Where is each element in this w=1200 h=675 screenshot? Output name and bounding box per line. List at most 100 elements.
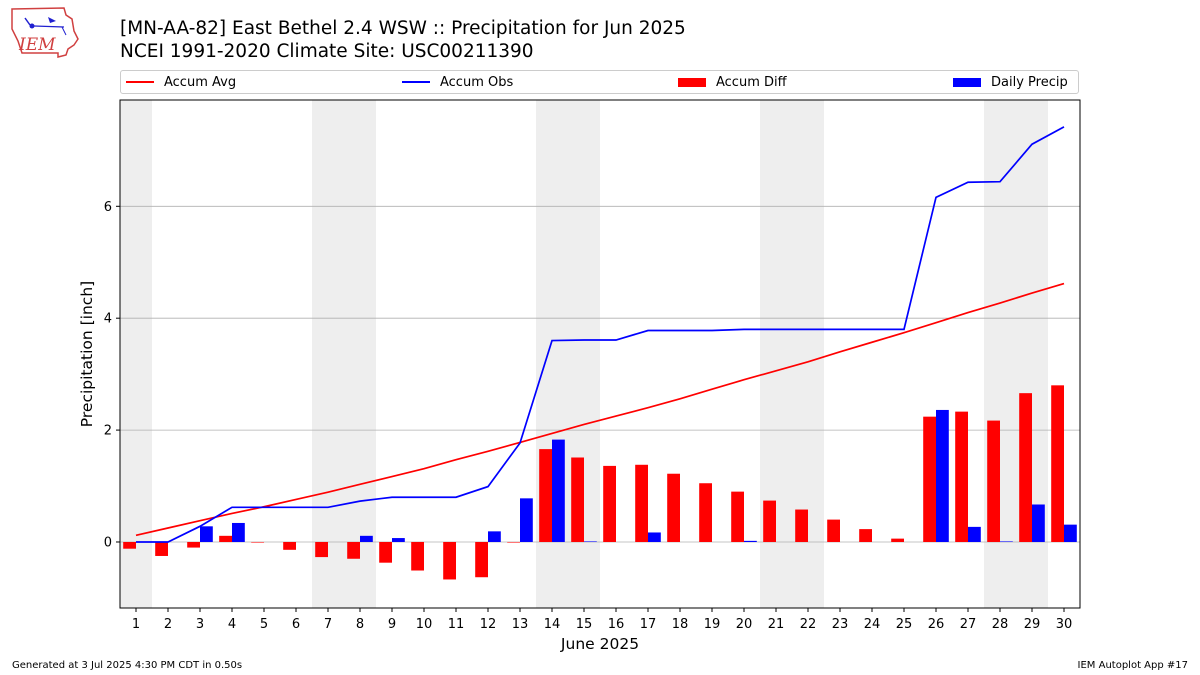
- chart-title-line2: NCEI 1991-2020 Climate Site: USC00211390: [120, 41, 534, 62]
- logo-text: IEM: [18, 35, 56, 55]
- daily-precip-bar: [488, 531, 501, 542]
- accum-diff-bar: [987, 420, 1000, 542]
- accum-diff-bar: [667, 473, 680, 542]
- x-tick-label: 8: [356, 617, 364, 632]
- accum-diff-bar: [795, 509, 808, 542]
- weekend-shade: [1016, 100, 1048, 608]
- y-tick-label: 6: [104, 200, 112, 215]
- accum-diff-bar: [283, 541, 296, 550]
- x-tick-label: 24: [864, 617, 881, 632]
- x-tick-label: 26: [928, 617, 945, 632]
- legend-label-accum-obs: Accum Obs: [440, 74, 514, 90]
- legend-swatch-accum-obs: [402, 81, 430, 83]
- daily-precip-bar: [648, 532, 661, 542]
- accum-diff-bar: [699, 483, 712, 542]
- daily-precip-bar: [968, 526, 981, 542]
- accum-diff-bar: [411, 541, 424, 571]
- daily-precip-bar: [360, 535, 373, 542]
- x-tick-label: 7: [324, 617, 332, 632]
- weekend-shade: [344, 100, 376, 608]
- y-axis-label: Precipitation [inch]: [78, 281, 96, 427]
- y-tick-label: 4: [104, 312, 112, 327]
- x-tick-label: 13: [512, 617, 529, 632]
- footer-app-id: IEM Autoplot App #17: [1077, 660, 1188, 671]
- weekend-shade: [312, 100, 344, 608]
- x-tick-label: 22: [800, 617, 817, 632]
- weekend-shade: [536, 100, 568, 608]
- x-tick-label: 28: [992, 617, 1009, 632]
- accum-diff-bar: [763, 500, 776, 542]
- legend-label-accum-avg: Accum Avg: [164, 74, 237, 90]
- accum-avg-line: [135, 282, 1065, 537]
- daily-precip-bar: [1000, 541, 1013, 542]
- plot-frame: [119, 99, 1081, 609]
- x-tick-label: 20: [736, 617, 753, 632]
- x-tick-label: 4: [228, 617, 236, 632]
- x-tick-label: 10: [416, 617, 433, 632]
- accum-diff-bar: [1019, 393, 1032, 542]
- accum-diff-bar: [955, 411, 968, 542]
- accum-diff-bar: [635, 464, 648, 542]
- legend-item-accum-diff: Accum Diff: [678, 71, 787, 93]
- legend-item-daily-precip: Daily Precip: [953, 71, 1068, 93]
- chart-title-line1: [MN-AA-82] East Bethel 2.4 WSW :: Precip…: [120, 18, 686, 39]
- x-tick-label: 30: [1056, 617, 1073, 632]
- accum-diff-bar: [891, 538, 904, 542]
- accum-diff-bar: [379, 541, 392, 563]
- accum-obs-line: [136, 126, 1065, 543]
- daily-precip-bar: [936, 409, 949, 542]
- x-tick-label: 1: [132, 617, 140, 632]
- weekend-shade: [760, 100, 792, 608]
- y-tick-label: 2: [104, 424, 112, 439]
- y-tick-label: 0: [104, 535, 112, 550]
- accum-diff-bar: [571, 457, 584, 542]
- chart-title: [MN-AA-82] East Bethel 2.4 WSW :: Precip…: [120, 17, 686, 63]
- weekend-shade: [568, 100, 600, 608]
- legend-swatch-accum-diff: [678, 77, 706, 87]
- accum-diff-bar: [219, 535, 232, 542]
- accum-diff-bar: [187, 541, 200, 548]
- accum-diff-bar: [123, 541, 136, 549]
- legend-swatch-daily-precip: [953, 77, 981, 87]
- accum-diff-bar: [923, 416, 936, 542]
- accum-diff-bar: [155, 541, 168, 556]
- daily-precip-bar: [520, 498, 533, 542]
- iem-logo: IEM: [11, 7, 79, 58]
- daily-precip-bar: [392, 538, 405, 542]
- x-tick-label: 27: [960, 617, 977, 632]
- accum-diff-bar: [539, 449, 552, 542]
- accum-diff-bar: [443, 541, 456, 580]
- x-axis-label: June 2025: [560, 635, 639, 653]
- daily-precip-bar: [200, 526, 213, 542]
- accum-diff-bar: [315, 541, 328, 558]
- daily-precip-bar: [744, 540, 757, 542]
- accum-diff-bar: [603, 465, 616, 542]
- weekend-shade: [984, 100, 1016, 608]
- daily-precip-bar: [1064, 524, 1077, 542]
- x-tick-label: 23: [832, 617, 849, 632]
- legend-label-daily-precip: Daily Precip: [991, 74, 1068, 90]
- x-tick-label: 29: [1024, 617, 1041, 632]
- plot-area: [120, 100, 1080, 608]
- weekend-shade: [120, 100, 152, 608]
- x-tick-label: 11: [448, 617, 465, 632]
- chart-legend: Accum Avg Accum Obs Accum Diff Daily Pre…: [120, 70, 1079, 94]
- x-tick-label: 15: [576, 617, 593, 632]
- x-tick-label: 16: [608, 617, 625, 632]
- legend-label-accum-diff: Accum Diff: [716, 74, 787, 90]
- x-tick-label: 25: [896, 617, 913, 632]
- x-tick-label: 9: [388, 617, 396, 632]
- weekend-shade: [792, 100, 824, 608]
- x-tick-label: 18: [672, 617, 689, 632]
- x-tick-label: 6: [292, 617, 300, 632]
- x-tick-label: 21: [768, 617, 785, 632]
- x-tick-label: 12: [480, 617, 497, 632]
- accum-diff-bar: [507, 541, 520, 543]
- accum-diff-bar: [347, 541, 360, 559]
- x-tick-label: 5: [260, 617, 268, 632]
- accum-diff-bar: [827, 519, 840, 542]
- x-tick-label: 2: [164, 617, 172, 632]
- x-tick-label: 3: [196, 617, 204, 632]
- legend-swatch-accum-avg: [126, 81, 154, 83]
